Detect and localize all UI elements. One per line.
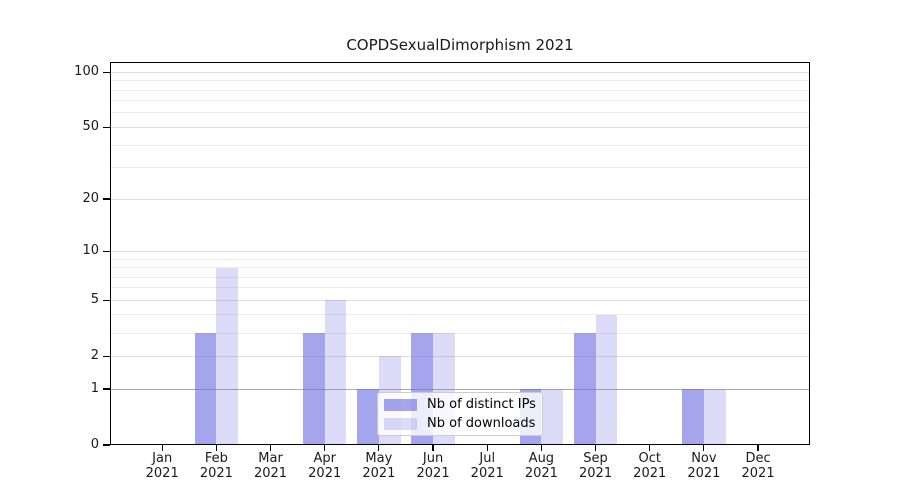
x-axis-tick: [703, 445, 705, 451]
x-tick-label: Dec 2021: [731, 451, 785, 481]
x-axis-tick: [378, 445, 380, 451]
x-tick-label-year: 2021: [362, 466, 396, 481]
x-tick-label-year: 2021: [308, 466, 342, 481]
y-tick-label: 2: [90, 348, 99, 364]
x-axis-tick: [649, 445, 651, 451]
x-tick-label-year: 2021: [579, 466, 613, 481]
bar-distinct-ips: [573, 333, 596, 445]
x-tick-label-year: 2021: [741, 466, 775, 481]
x-tick-label-year: 2021: [416, 466, 450, 481]
x-tick-label-year: 2021: [687, 466, 721, 481]
x-axis-tick: [432, 445, 434, 451]
y-axis-tick: [103, 444, 110, 446]
grid-line-major: [111, 355, 809, 357]
x-tick-label: Apr 2021: [298, 451, 352, 481]
grid-line-minor: [111, 100, 809, 102]
grid-line-major: [111, 250, 809, 252]
y-axis-tick: [103, 299, 110, 301]
legend-label-distinct-ips: Nb of distinct IPs: [427, 397, 536, 412]
bar-downloads: [595, 314, 618, 445]
legend-swatch-distinct-ips: [384, 398, 417, 411]
y-axis-tick: [103, 250, 110, 252]
grid-line-major: [111, 71, 809, 73]
x-axis-tick: [324, 445, 326, 451]
x-tick-label-year: 2021: [633, 466, 667, 481]
bar-downloads: [541, 389, 564, 445]
x-axis-tick: [540, 445, 542, 451]
legend-label-downloads: Nb of downloads: [427, 416, 536, 431]
grid-line-minor: [111, 276, 809, 278]
y-tick-label: 10: [82, 243, 99, 259]
y-axis-tick: [103, 126, 110, 128]
x-tick-label: Jul 2021: [460, 451, 514, 481]
grid-line-minor: [111, 144, 809, 146]
x-tick-label-year: 2021: [199, 466, 233, 481]
x-tick-label: Jun 2021: [406, 451, 460, 481]
grid-line-major: [111, 198, 809, 200]
legend-item-distinct-ips: Nb of distinct IPs: [384, 396, 536, 413]
bar-downloads: [216, 267, 239, 445]
y-tick-label: 20: [82, 191, 99, 207]
x-tick-label: Mar 2021: [244, 451, 298, 481]
bar-distinct-ips: [194, 333, 217, 445]
grid-line-minor: [111, 167, 809, 169]
grid-line-minor: [111, 267, 809, 268]
y-axis-tick: [103, 71, 110, 73]
x-tick-label-year: 2021: [470, 466, 504, 481]
x-tick-label-year: 2021: [145, 466, 179, 481]
x-axis-tick: [269, 445, 272, 451]
x-axis-tick: [161, 445, 163, 451]
grid-line-minor: [111, 258, 809, 260]
legend-swatch-downloads: [384, 417, 417, 430]
grid-line-major: [111, 299, 809, 301]
x-tick-label: Jan 2021: [135, 451, 189, 481]
y-tick-label: 1: [90, 381, 99, 396]
x-tick-label: Sep 2021: [569, 451, 623, 481]
bar-distinct-ips: [682, 389, 704, 445]
x-tick-label: Nov 2021: [677, 451, 731, 481]
x-tick-label-year: 2021: [253, 466, 288, 481]
x-tick-label: May 2021: [352, 451, 406, 481]
grid-line-minor: [111, 314, 809, 316]
x-tick-label-year: 2021: [524, 466, 558, 481]
grid-line-minor: [111, 287, 809, 289]
bar-distinct-ips: [303, 333, 325, 445]
grid-line-minor: [111, 89, 809, 91]
y-tick-label: 5: [90, 292, 99, 308]
y-axis-tick: [103, 388, 110, 390]
grid-line-minor: [111, 112, 809, 114]
x-axis-tick: [215, 445, 217, 451]
y-tick-label: 0: [90, 437, 99, 452]
x-tick-label: Oct 2021: [623, 451, 677, 481]
y-tick-label: 100: [74, 64, 99, 80]
bar-downloads: [324, 300, 347, 445]
legend: Nb of distinct IPs Nb of downloads: [377, 392, 543, 436]
legend-item-downloads: Nb of downloads: [384, 415, 536, 432]
grid-line-minor: [111, 80, 809, 82]
x-tick-label: Feb 2021: [189, 451, 243, 481]
grid-line-minor: [111, 332, 809, 334]
y-tick-label: 50: [82, 119, 99, 135]
x-tick-label: Aug 2021: [514, 451, 568, 481]
y-axis-tick: [103, 355, 110, 357]
y-axis-tick: [103, 198, 110, 200]
grid-line-major: [111, 126, 809, 128]
bar-downloads: [703, 389, 726, 445]
chart-title: COPDSexualDimorphism 2021: [346, 36, 574, 54]
x-axis-tick: [757, 445, 759, 451]
x-axis-tick: [486, 445, 488, 451]
x-axis-tick: [594, 445, 597, 451]
bar-distinct-ips: [357, 389, 379, 445]
grid-line-major: [111, 388, 809, 390]
